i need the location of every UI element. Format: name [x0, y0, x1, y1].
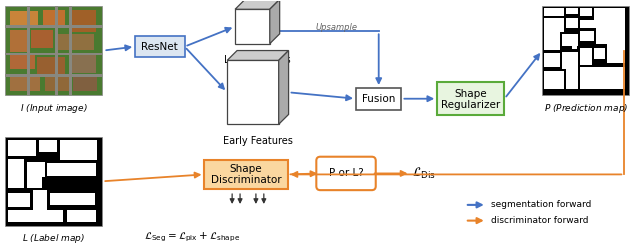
Polygon shape: [278, 50, 289, 124]
Bar: [542, 6, 629, 95]
Text: $L$ (Label map): $L$ (Label map): [22, 232, 85, 245]
Bar: [566, 67, 578, 89]
Text: $I$ (Input image): $I$ (Input image): [20, 102, 88, 115]
Bar: [544, 8, 564, 16]
Bar: [39, 140, 57, 152]
Text: Early Features: Early Features: [223, 136, 293, 146]
Text: ResNet: ResNet: [141, 42, 178, 51]
Bar: [544, 71, 564, 89]
Bar: [5, 137, 102, 226]
Bar: [607, 44, 625, 63]
Bar: [67, 210, 97, 222]
Bar: [10, 11, 38, 25]
Bar: [5, 74, 102, 77]
Bar: [580, 48, 591, 65]
Text: segmentation forward: segmentation forward: [491, 200, 591, 209]
Bar: [27, 6, 30, 95]
Bar: [8, 210, 63, 222]
Bar: [27, 176, 42, 188]
Bar: [27, 162, 45, 177]
Bar: [544, 32, 560, 50]
Bar: [10, 77, 40, 91]
Bar: [5, 52, 102, 56]
Bar: [5, 25, 102, 28]
Text: Upsample: Upsample: [315, 24, 357, 32]
Text: Fusion: Fusion: [362, 94, 396, 104]
Bar: [135, 36, 184, 58]
Bar: [43, 10, 65, 26]
Bar: [10, 30, 28, 52]
Text: Shape: Shape: [454, 89, 487, 99]
Text: Regularizer: Regularizer: [441, 100, 500, 110]
Bar: [596, 28, 625, 44]
Bar: [580, 31, 594, 41]
Bar: [562, 52, 578, 69]
Bar: [580, 8, 591, 16]
Polygon shape: [227, 60, 278, 124]
Text: $P$ (Prediction map): $P$ (Prediction map): [543, 102, 628, 115]
Bar: [5, 6, 102, 95]
Text: Late Features: Late Features: [224, 56, 291, 66]
Bar: [55, 6, 58, 95]
Bar: [8, 140, 36, 156]
Polygon shape: [235, 9, 270, 44]
Bar: [8, 193, 30, 207]
Bar: [544, 18, 564, 32]
Bar: [47, 162, 97, 176]
Bar: [544, 54, 560, 67]
Bar: [437, 82, 504, 116]
Text: $\mathcal{L}_{\mathrm{Dis}}$: $\mathcal{L}_{\mathrm{Dis}}$: [412, 166, 436, 181]
Bar: [204, 160, 287, 189]
Text: P or L?: P or L?: [329, 168, 364, 178]
Bar: [50, 193, 95, 205]
Bar: [60, 140, 97, 160]
Bar: [45, 77, 70, 91]
Bar: [580, 67, 625, 89]
Bar: [37, 58, 65, 77]
Bar: [566, 18, 578, 28]
Polygon shape: [235, 0, 280, 9]
Bar: [31, 30, 53, 48]
Bar: [594, 8, 625, 20]
Bar: [73, 77, 97, 91]
Bar: [562, 34, 578, 46]
Bar: [580, 20, 625, 28]
Bar: [10, 56, 35, 69]
Bar: [566, 8, 578, 14]
Bar: [8, 159, 24, 188]
Text: $\mathcal{L}_{\mathrm{Seg}} = \mathcal{L}_{\mathrm{pix}} + \mathcal{L}_{\mathrm{: $\mathcal{L}_{\mathrm{Seg}} = \mathcal{L…: [145, 231, 241, 244]
Bar: [70, 56, 97, 73]
Text: discriminator forward: discriminator forward: [491, 216, 588, 225]
Bar: [57, 34, 95, 50]
Polygon shape: [270, 0, 280, 44]
Bar: [552, 21, 557, 26]
Text: Shape: Shape: [230, 164, 262, 174]
Bar: [68, 10, 97, 32]
Bar: [68, 6, 72, 95]
Bar: [33, 190, 47, 210]
Bar: [356, 88, 401, 110]
Bar: [594, 48, 605, 60]
FancyBboxPatch shape: [316, 157, 376, 190]
Polygon shape: [227, 50, 289, 60]
Bar: [572, 44, 577, 49]
Text: Discriminator: Discriminator: [211, 175, 282, 185]
